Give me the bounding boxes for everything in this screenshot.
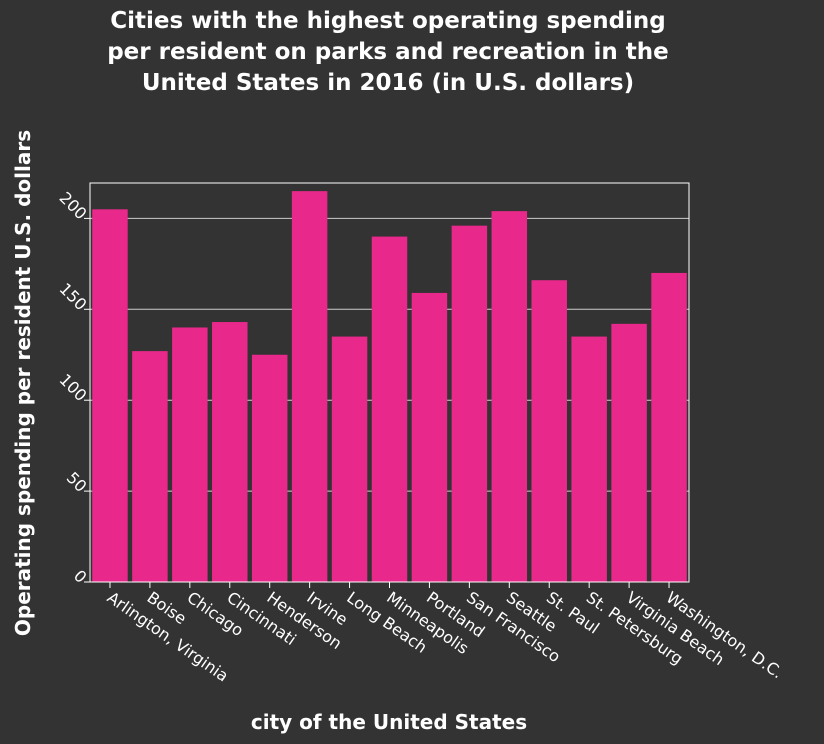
y-axis-title: Operating spending per resident U.S. dol… — [11, 130, 35, 636]
chart-title: Cities with the highest operating spendi… — [0, 6, 776, 99]
bar — [92, 209, 128, 582]
bar — [411, 292, 448, 582]
bar — [491, 211, 528, 583]
y-tick-label: 50 — [63, 468, 91, 496]
chart-title-line-2: per resident on parks and recreation in … — [107, 39, 669, 65]
bar — [531, 280, 567, 582]
chart-title-line-3: United States in 2016 (in U.S. dollars) — [141, 70, 635, 96]
bar — [132, 351, 168, 582]
x-axis-title: city of the United States — [251, 710, 527, 734]
x-axis: Arlington, VirginiaBoiseChicagoCincinnat… — [104, 582, 787, 686]
chart-title-line-1: Cities with the highest operating spendi… — [110, 8, 666, 34]
bar — [651, 272, 687, 582]
bar — [251, 354, 288, 582]
bar — [172, 327, 208, 582]
bar — [212, 322, 248, 582]
bar — [331, 336, 368, 582]
bar — [571, 336, 607, 582]
bar — [451, 225, 488, 582]
bar — [611, 323, 647, 582]
y-tick-label: 0 — [70, 566, 91, 587]
bar — [291, 191, 328, 582]
bars — [92, 191, 687, 583]
bar — [371, 236, 408, 582]
